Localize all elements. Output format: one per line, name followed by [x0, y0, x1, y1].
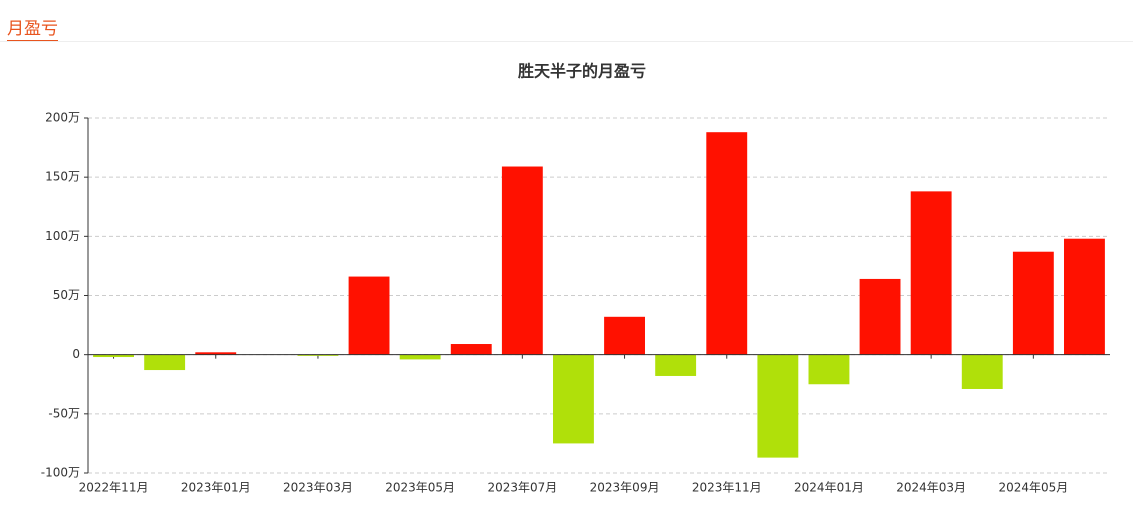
bar	[757, 354, 799, 458]
bar	[195, 352, 237, 355]
bar	[348, 276, 390, 355]
y-tick-label: -100万	[41, 466, 80, 480]
y-tick-label: 150万	[45, 170, 80, 184]
x-tick-label: 2023年01月	[181, 481, 251, 495]
x-tick-label: 2023年09月	[590, 481, 660, 495]
bar	[553, 354, 594, 444]
y-tick-label: 50万	[53, 288, 80, 302]
x-tick-label: 2023年11月	[692, 481, 762, 495]
bar	[1012, 251, 1054, 355]
x-tick-label: 2024年03月	[896, 481, 966, 495]
x-tick-label: 2023年07月	[487, 481, 557, 495]
bar	[655, 354, 697, 376]
bar	[961, 354, 1003, 389]
y-tick-label: 0	[72, 347, 80, 361]
bar	[144, 354, 186, 371]
x-tick-label: 2023年03月	[283, 481, 353, 495]
divider	[0, 41, 1133, 42]
x-tick-label: 2024年01月	[794, 481, 864, 495]
bar	[910, 191, 952, 355]
y-tick-label: -50万	[48, 406, 80, 420]
x-tick-label: 2023年05月	[385, 481, 455, 495]
chart-title: 胜天半子的月盈亏	[518, 62, 646, 81]
y-tick-label: 200万	[45, 111, 80, 125]
bar	[604, 316, 645, 355]
bar	[450, 344, 492, 355]
bar	[93, 354, 134, 358]
x-tick-label: 2024年05月	[998, 481, 1068, 495]
bar	[399, 354, 441, 360]
bar	[501, 166, 543, 355]
bar	[297, 354, 339, 356]
y-tick-label: 100万	[45, 229, 80, 243]
bar	[706, 132, 748, 355]
bar	[859, 278, 901, 355]
bar	[1064, 238, 1105, 355]
x-tick-label: 2022年11月	[79, 481, 149, 495]
bar	[808, 354, 850, 385]
